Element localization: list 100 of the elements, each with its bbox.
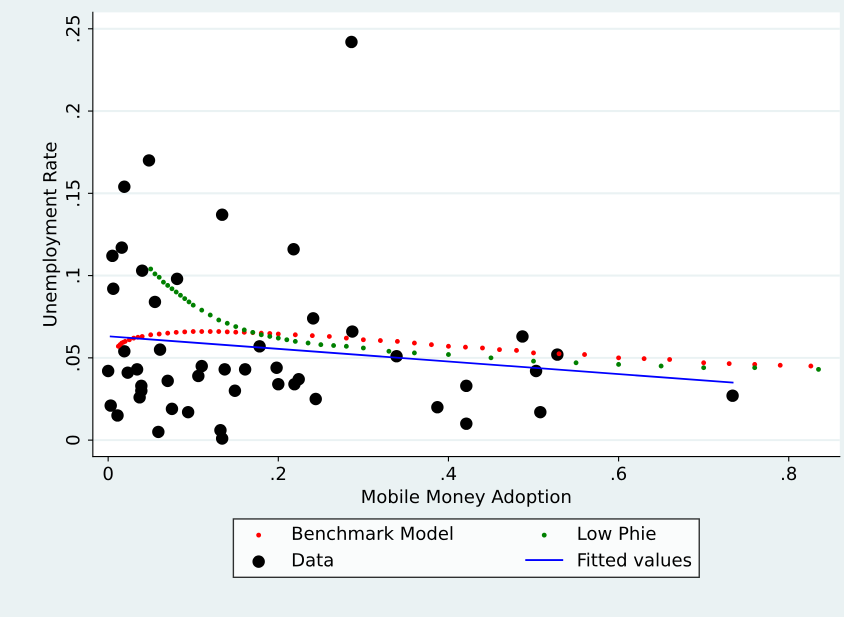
point: [208, 312, 213, 318]
point: [136, 264, 148, 277]
point: [148, 266, 154, 272]
point: [165, 330, 170, 336]
point: [130, 363, 144, 376]
point: [616, 355, 621, 360]
point: [154, 343, 166, 356]
point: [460, 380, 473, 392]
point: [199, 308, 204, 313]
point: [276, 332, 281, 336]
point: [616, 362, 621, 367]
point: [345, 36, 358, 48]
point: [531, 358, 536, 364]
point: [161, 280, 166, 285]
point: [429, 342, 434, 348]
y-tick-label: .15: [66, 180, 80, 206]
point: [228, 384, 242, 397]
point: [344, 336, 349, 341]
y-tick-label: .1: [66, 268, 80, 282]
point: [156, 274, 162, 280]
point: [152, 272, 158, 276]
point: [142, 154, 156, 167]
point: [514, 348, 519, 353]
legend-label: Fitted values: [578, 552, 692, 567]
point: [186, 300, 192, 304]
point: [310, 392, 322, 406]
point: [233, 330, 238, 335]
point: [233, 324, 238, 330]
point: [534, 406, 547, 418]
point: [318, 342, 324, 348]
point: [111, 409, 124, 422]
y-tick-label: 0: [66, 436, 80, 445]
point: [216, 432, 228, 445]
point: [701, 360, 706, 366]
point: [574, 360, 578, 366]
y-axis-title: Unemployment Rate: [42, 142, 60, 326]
point: [116, 241, 128, 254]
point: [778, 362, 783, 368]
point: [287, 243, 300, 256]
point: [292, 373, 305, 386]
point: [642, 356, 647, 362]
point: [582, 352, 587, 357]
y-tick-label: .2: [66, 104, 80, 118]
point: [701, 365, 706, 370]
point: [346, 325, 359, 338]
x-tick-label: .4: [442, 466, 456, 480]
point: [174, 290, 179, 294]
x-tick-label: .8: [782, 466, 796, 480]
point: [412, 350, 417, 356]
point: [156, 332, 162, 336]
point: [161, 374, 174, 388]
point: [148, 332, 154, 338]
point: [752, 365, 758, 370]
point: [267, 334, 272, 339]
point: [104, 399, 117, 412]
y-tick-label: .05: [66, 345, 80, 370]
point: [463, 344, 468, 350]
point: [102, 364, 114, 378]
point: [292, 339, 298, 344]
point: [118, 180, 131, 193]
point: [284, 337, 290, 342]
point: [118, 345, 131, 358]
point: [190, 329, 196, 334]
point: [216, 329, 222, 334]
point: [242, 327, 247, 332]
point: [166, 402, 178, 416]
point: [516, 330, 529, 343]
point: [152, 426, 165, 438]
point: [726, 389, 739, 402]
point: [216, 208, 228, 221]
point: [344, 344, 349, 349]
point: [182, 406, 194, 418]
point: [816, 366, 821, 372]
legend-label: Benchmark Model: [292, 526, 452, 540]
point: [488, 355, 494, 360]
point: [182, 329, 188, 334]
point: [658, 364, 664, 368]
legend-label: Data: [292, 553, 333, 567]
point: [192, 370, 205, 382]
point: [808, 364, 814, 368]
point: [196, 360, 208, 372]
point: [107, 282, 120, 295]
legend-label: Low Phie: [578, 526, 656, 540]
point: [386, 348, 392, 354]
point: [182, 296, 188, 302]
point: [460, 417, 473, 430]
point: [310, 333, 315, 338]
x-tick-label: 0: [104, 466, 113, 480]
point: [326, 334, 332, 339]
point: [306, 312, 320, 325]
point: [412, 340, 417, 346]
point: [165, 283, 170, 288]
point: [216, 318, 222, 322]
point: [446, 344, 451, 349]
point: [148, 296, 162, 308]
x-tick-label: .2: [272, 466, 286, 480]
point: [306, 340, 310, 346]
point: [106, 250, 119, 262]
point: [170, 272, 184, 286]
point: [218, 363, 231, 376]
